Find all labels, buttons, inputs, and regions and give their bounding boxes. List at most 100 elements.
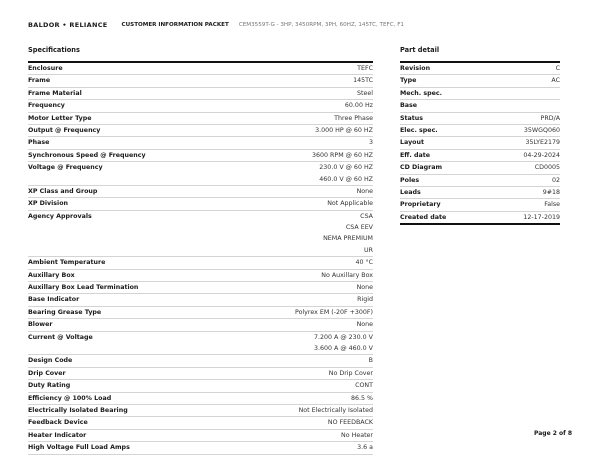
row-value: 12-17-2019 <box>523 213 560 221</box>
table-row: Synchronous Speed @ Frequency 3600 RPM @ … <box>28 150 373 163</box>
table-row: Enclosure TEFC <box>28 63 373 76</box>
row-value: 145TC <box>353 77 373 85</box>
table-row: Motor Letter Type Three Phase <box>28 113 373 125</box>
row-value: PRD/A <box>540 114 560 122</box>
page-number: Page 2 of 8 <box>534 430 572 437</box>
table-row: Design Code B <box>28 355 373 368</box>
row-label: Auxillary Box Lead Termination <box>28 284 139 292</box>
table-row: Frame Material Steel <box>28 88 373 101</box>
row-value: 02 <box>551 176 560 184</box>
table-row: XP Division Not Applicable <box>28 198 373 211</box>
table-row: Feedback Device NO FEEDBACK <box>28 417 373 430</box>
row-value: 35WGQ060 <box>523 126 560 134</box>
row-label: Leads <box>400 188 421 196</box>
row-label: Drip Cover <box>28 369 66 377</box>
table-row: Status PRD/A <box>400 113 560 125</box>
table-row: Base <box>400 100 560 113</box>
table-row: Bearing Grease Type Polyrex EM (-20F +300… <box>28 307 373 320</box>
row-label: Created date <box>400 213 447 221</box>
table-row: Base Indicator Rigid <box>28 294 373 307</box>
row-label: Status <box>400 114 424 122</box>
row-value: 3.6 a <box>357 444 373 452</box>
row-label: XP Division <box>28 200 69 208</box>
row-value: NO FEEDBACK <box>327 419 373 427</box>
row-value: AC <box>551 77 560 85</box>
row-label: Current @ Voltage <box>28 333 93 341</box>
row-value: CONT <box>355 382 373 390</box>
row-value: 3 <box>368 139 373 147</box>
brand-logo: BALDOR • RELIANCE <box>28 21 108 29</box>
table-row: Phase 3 <box>28 137 373 150</box>
row-value: CSA <box>360 212 373 220</box>
row-value: 9#18 <box>542 188 560 196</box>
row-value: 60.00 Hz <box>344 102 373 110</box>
table-row: Revision C <box>400 63 560 76</box>
packet-title: CUSTOMER INFORMATION PACKET <box>121 22 229 28</box>
row-value: Polyrex EM (-20F +300F) <box>295 308 373 316</box>
row-value: 3.600 A @ 460.0 V <box>314 344 373 352</box>
row-label: Proprietary <box>400 201 441 209</box>
row-value: B <box>368 357 373 365</box>
row-value: No Auxillary Box <box>321 271 373 279</box>
table-row: Created date 12-17-2019 <box>400 212 560 223</box>
row-value: CD0005 <box>534 164 560 172</box>
row-label: Feedback Device <box>28 419 88 427</box>
table-row: Poles 02 <box>400 175 560 187</box>
row-value: 86.5 % <box>350 394 373 402</box>
row-value: None <box>356 187 373 195</box>
row-value: Three Phase <box>334 114 373 122</box>
table-row: Voltage @ Frequency 230.0 V @ 60 HZ 460.0 … <box>28 162 373 186</box>
row-value: Rigid <box>357 296 373 304</box>
row-label: Design Code <box>28 357 73 365</box>
table-row: Leads 9#18 <box>400 187 560 200</box>
table-row: Electrically Isolated Bearing Not Electri… <box>28 405 373 418</box>
table-row: Efficiency @ 100% Load 86.5 % <box>28 393 373 405</box>
row-value: C <box>555 65 560 72</box>
row-value: NEMA PREMIUM <box>323 235 373 243</box>
table-row: Eff. date 04-29-2024 <box>400 150 560 163</box>
table-row: Current @ Voltage 7.200 A @ 230.0 V 3.600 … <box>28 332 373 356</box>
table-row: Mech. spec. <box>400 88 560 101</box>
table-row: Layout 35LYE2179 <box>400 137 560 150</box>
row-value: UR <box>364 246 373 254</box>
table-row: Output @ Frequency 3.000 HP @ 60 HZ <box>28 125 373 138</box>
table-row: XP Class and Group None <box>28 186 373 199</box>
table-row: Heater Indicator No Heater <box>28 430 373 443</box>
table-row: Ambient Temperature 40 °C <box>28 257 373 270</box>
table-row: Blower None <box>28 319 373 332</box>
table-row: Frequency 60.00 Hz <box>28 100 373 113</box>
row-value: None <box>356 321 373 329</box>
row-label: High Voltage Full Load Amps <box>28 444 130 452</box>
row-label: Voltage @ Frequency <box>28 164 103 172</box>
row-label: Blower <box>28 321 53 329</box>
row-value: No Drip Cover <box>328 369 373 377</box>
table-row: Type AC <box>400 75 560 88</box>
row-value: No Heater <box>341 431 373 439</box>
table-row: Auxillary Box Lead Termination None <box>28 282 373 295</box>
table-row: Frame 145TC <box>28 75 373 88</box>
row-label: Frequency <box>28 102 65 110</box>
row-label: Electrically Isolated Bearing <box>28 406 128 414</box>
row-label: Poles <box>400 176 420 184</box>
part-detail-table: Revision C Type AC Mech. spec. Base Status PRD/… <box>400 61 560 226</box>
table-row: High Voltage Full Load Amps 3.6 a <box>28 442 373 455</box>
row-label: CD Diagram <box>400 164 443 172</box>
row-label: Mech. spec. <box>400 89 442 97</box>
row-label: Revision <box>400 65 431 72</box>
row-value: 04-29-2024 <box>523 151 560 159</box>
row-label: Motor Letter Type <box>28 114 92 122</box>
table-row: Proprietary False <box>400 199 560 212</box>
row-label: XP Class and Group <box>28 187 98 195</box>
row-label: Base Indicator <box>28 296 80 304</box>
row-label: Elec. spec. <box>400 126 438 134</box>
row-value: 460.0 V @ 60 HZ <box>319 175 373 183</box>
row-label: Type <box>400 77 417 85</box>
row-value: 3600 RPM @ 60 HZ <box>312 151 373 159</box>
row-label: Output @ Frequency <box>28 126 101 134</box>
table-row: Auxillary Box No Auxillary Box <box>28 270 373 283</box>
row-value: 40 °C <box>355 259 373 267</box>
row-label: Enclosure <box>28 65 63 72</box>
row-label: Duty Rating <box>28 382 71 390</box>
model-description: CEM3559T-G - 3HP, 3450RPM, 3PH, 60HZ, 14… <box>238 22 404 28</box>
row-label: Bearing Grease Type <box>28 308 102 316</box>
